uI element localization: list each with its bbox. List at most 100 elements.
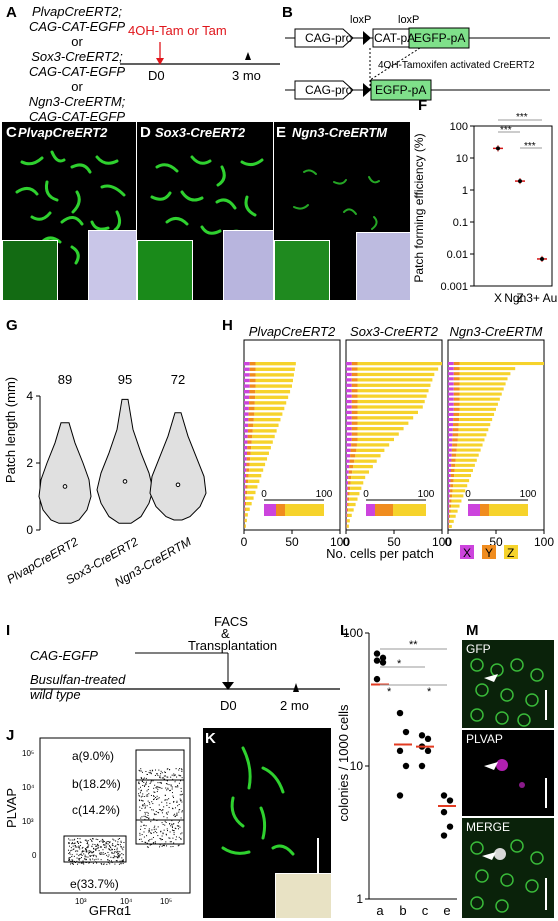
event-dot xyxy=(140,828,142,830)
event-dot xyxy=(141,834,143,836)
event-dot xyxy=(101,863,103,865)
bar-segment-z xyxy=(459,382,506,386)
bar-segment-x xyxy=(346,399,352,404)
inset-segment xyxy=(285,504,324,516)
event-dot xyxy=(142,778,144,780)
event-dot xyxy=(160,839,162,841)
event-dot xyxy=(88,851,90,853)
event-dot xyxy=(171,774,173,776)
event-dot xyxy=(149,830,151,832)
event-dot xyxy=(112,838,114,840)
bar-segment-x xyxy=(448,367,454,371)
event-dot xyxy=(105,843,107,845)
event-dot xyxy=(157,774,159,776)
event-dot xyxy=(69,851,71,853)
bar-segment-z xyxy=(459,392,502,396)
event-dot xyxy=(84,856,86,858)
event-dot xyxy=(149,769,151,771)
svg-text:0: 0 xyxy=(32,851,37,860)
event-dot xyxy=(178,769,180,771)
event-dot xyxy=(178,811,180,813)
event-dot xyxy=(143,815,145,817)
bar-segment-x xyxy=(244,507,245,511)
event-dot xyxy=(95,845,97,847)
bar-segment-x xyxy=(244,479,246,483)
event-dot xyxy=(143,824,145,826)
event-dot xyxy=(95,848,97,850)
event-dot xyxy=(156,787,158,789)
bar-segment-x xyxy=(448,377,454,381)
event-dot xyxy=(77,838,79,840)
bar-segment-y xyxy=(453,382,460,386)
bar-segment-y xyxy=(450,474,455,478)
event-dot xyxy=(76,846,78,848)
plvap-cells xyxy=(484,759,547,808)
event-dot xyxy=(180,787,182,789)
event-dot xyxy=(168,769,170,771)
event-dot xyxy=(180,775,182,777)
event-dot xyxy=(91,839,93,841)
event-dot xyxy=(69,859,71,861)
event-dot xyxy=(164,824,166,826)
event-dot xyxy=(180,817,182,819)
event-dot xyxy=(91,852,93,854)
event-dot xyxy=(91,846,93,848)
event-dot xyxy=(145,777,147,779)
event-dot xyxy=(178,844,180,846)
inset-testis xyxy=(275,873,331,918)
event-dot xyxy=(162,823,164,825)
event-dot xyxy=(166,789,168,791)
bar-segment-z xyxy=(255,367,295,371)
event-dot xyxy=(116,843,118,845)
event-dot xyxy=(120,846,122,848)
bar-segment-y xyxy=(452,438,458,442)
micrograph-title: Sox3-CreERT2 xyxy=(155,125,246,140)
event-dot xyxy=(89,859,91,861)
legend-swatch-y xyxy=(482,545,496,559)
event-dot xyxy=(78,846,80,848)
event-dot xyxy=(118,863,120,865)
timeline-end: 3 mo xyxy=(232,68,261,83)
bar-segment-y xyxy=(351,372,358,377)
event-dot xyxy=(123,841,125,843)
bar-segment-y xyxy=(448,519,450,523)
bar-segment-z xyxy=(245,513,248,517)
event-dot xyxy=(138,793,140,795)
loxp-label-2: loxP xyxy=(398,14,420,26)
event-dot xyxy=(168,784,170,786)
panel-label-d: D xyxy=(140,124,151,141)
event-dot xyxy=(73,839,75,841)
event-dot xyxy=(102,839,104,841)
event-dot xyxy=(153,787,155,789)
data-point xyxy=(402,728,410,736)
bar-segment-z xyxy=(253,418,281,422)
event-dot xyxy=(165,787,167,789)
event-dot xyxy=(148,786,150,788)
bar-segment-z xyxy=(244,518,247,523)
genotype-line: Sox3-CreERT2; xyxy=(31,49,123,64)
event-dot xyxy=(83,858,85,860)
bar-segment-y xyxy=(249,373,256,377)
event-dot xyxy=(71,842,73,844)
inset-brightfield xyxy=(88,230,136,300)
event-dot xyxy=(81,862,83,864)
treatment-label: 4OH-Tam or Tam xyxy=(128,23,227,38)
event-dot xyxy=(74,850,76,852)
event-dot xyxy=(179,768,181,770)
event-dot xyxy=(159,846,161,848)
event-dot xyxy=(102,852,104,854)
event-dot xyxy=(150,832,152,834)
genotype-line: PlvapCreERT2; xyxy=(31,4,123,19)
bar-segment-y xyxy=(453,418,460,422)
event-dot xyxy=(83,853,85,855)
event-dot xyxy=(148,818,150,820)
group-title: Sox3-CreERT2 xyxy=(350,324,439,339)
event-dot xyxy=(112,845,114,847)
y-tick-label: 0.01 xyxy=(447,249,468,261)
event-dot xyxy=(139,770,141,772)
donor-label: CAG-EGFP xyxy=(30,648,98,663)
bar-segment-y xyxy=(453,367,460,371)
event-dot xyxy=(176,812,178,814)
event-dot xyxy=(96,862,98,864)
